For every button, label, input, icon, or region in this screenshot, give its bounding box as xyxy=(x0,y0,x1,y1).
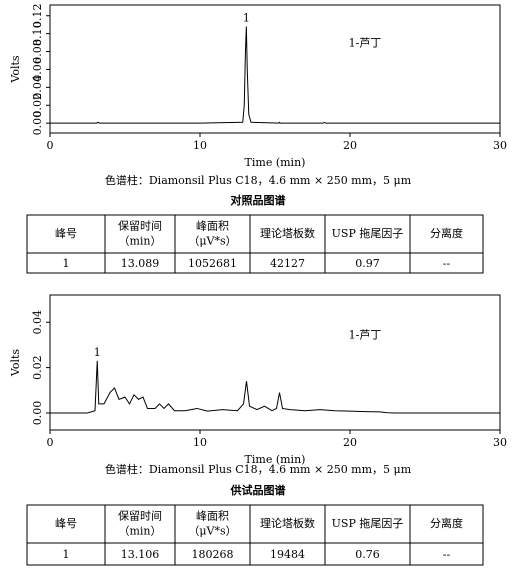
table-header: USP 拖尾因子 xyxy=(332,226,404,240)
table-cell: 1 xyxy=(63,548,70,561)
y-tick-label: 0.08 xyxy=(31,39,44,64)
y-tick-label: 0.06 xyxy=(31,57,44,82)
trace xyxy=(50,26,500,124)
x-tick-label: 10 xyxy=(193,436,207,449)
table-header: USP 拖尾因子 xyxy=(332,516,404,530)
table-header: 分离度 xyxy=(430,516,463,530)
table-header: 保留时间 xyxy=(118,219,162,233)
x-tick-label: 0 xyxy=(47,436,54,449)
y-tick-label: 0.02 xyxy=(31,93,44,118)
x-tick-label: 10 xyxy=(193,139,207,152)
plot-frame xyxy=(49,4,501,134)
y-tick-label: 0.04 xyxy=(31,75,44,100)
caption: 色谱柱：Diamonsil Plus C18，4.6 mm × 250 mm，5… xyxy=(105,173,412,187)
table-header: （min） xyxy=(118,235,161,248)
table-header: 峰号 xyxy=(55,227,77,240)
table-cell: 0.97 xyxy=(355,257,380,270)
x-tick-label: 30 xyxy=(493,139,507,152)
y-axis-label: Volts xyxy=(9,55,22,83)
table-cell: 180268 xyxy=(192,548,234,561)
table-cell: 42127 xyxy=(270,257,305,270)
peak-label: 1 xyxy=(243,11,250,24)
table-cell: 13.106 xyxy=(121,548,160,561)
caption: 色谱柱：Diamonsil Plus C18，4.6 mm × 250 mm，5… xyxy=(105,462,412,476)
table-cell: 19484 xyxy=(270,548,305,561)
x-tick-label: 30 xyxy=(493,436,507,449)
table-cell: 1052681 xyxy=(188,257,237,270)
y-axis-label: Volts xyxy=(9,349,22,377)
y-tick-label: 0.00 xyxy=(31,111,44,135)
table-cell: -- xyxy=(443,257,451,270)
x-axis-label: Time (min) xyxy=(245,156,306,169)
table-cell: -- xyxy=(443,548,451,561)
table-header: 峰号 xyxy=(55,517,77,530)
x-tick-label: 0 xyxy=(47,139,54,152)
x-tick-label: 20 xyxy=(343,436,357,449)
table-border xyxy=(26,214,484,274)
table-header: （min） xyxy=(118,525,161,538)
table-header: （μV*s） xyxy=(188,235,236,248)
x-tick-label: 20 xyxy=(343,139,357,152)
table-header: （μV*s） xyxy=(188,525,236,538)
table-title: 对照品图谱 xyxy=(231,193,286,207)
trace xyxy=(50,360,500,414)
table-cell: 1 xyxy=(63,257,70,270)
table-header: 理论塔板数 xyxy=(260,226,315,240)
table-header: 理论塔板数 xyxy=(260,516,315,530)
table-header: 峰面积 xyxy=(196,220,229,233)
table-cell: 13.089 xyxy=(121,257,160,270)
x-axis-label: Time (min) xyxy=(245,453,306,466)
y-tick-label: 0.12 xyxy=(31,3,44,28)
peak-label: 1 xyxy=(94,346,101,359)
y-tick-label: 0.10 xyxy=(31,21,44,46)
plot-frame xyxy=(49,294,501,431)
compound-annotation: 1-芦丁 xyxy=(349,329,382,342)
y-tick-label: 0.02 xyxy=(31,355,44,380)
table-header: 分离度 xyxy=(430,226,463,240)
y-tick-label: 0.04 xyxy=(31,310,44,335)
table-border xyxy=(26,504,484,566)
table-cell: 0.76 xyxy=(355,548,380,561)
table-title: 供试品图谱 xyxy=(230,483,286,497)
y-tick-label: 0.00 xyxy=(31,401,44,426)
table-header: 峰面积 xyxy=(196,510,229,523)
compound-annotation: 1-芦丁 xyxy=(349,36,382,49)
table-header: 保留时间 xyxy=(118,509,162,523)
